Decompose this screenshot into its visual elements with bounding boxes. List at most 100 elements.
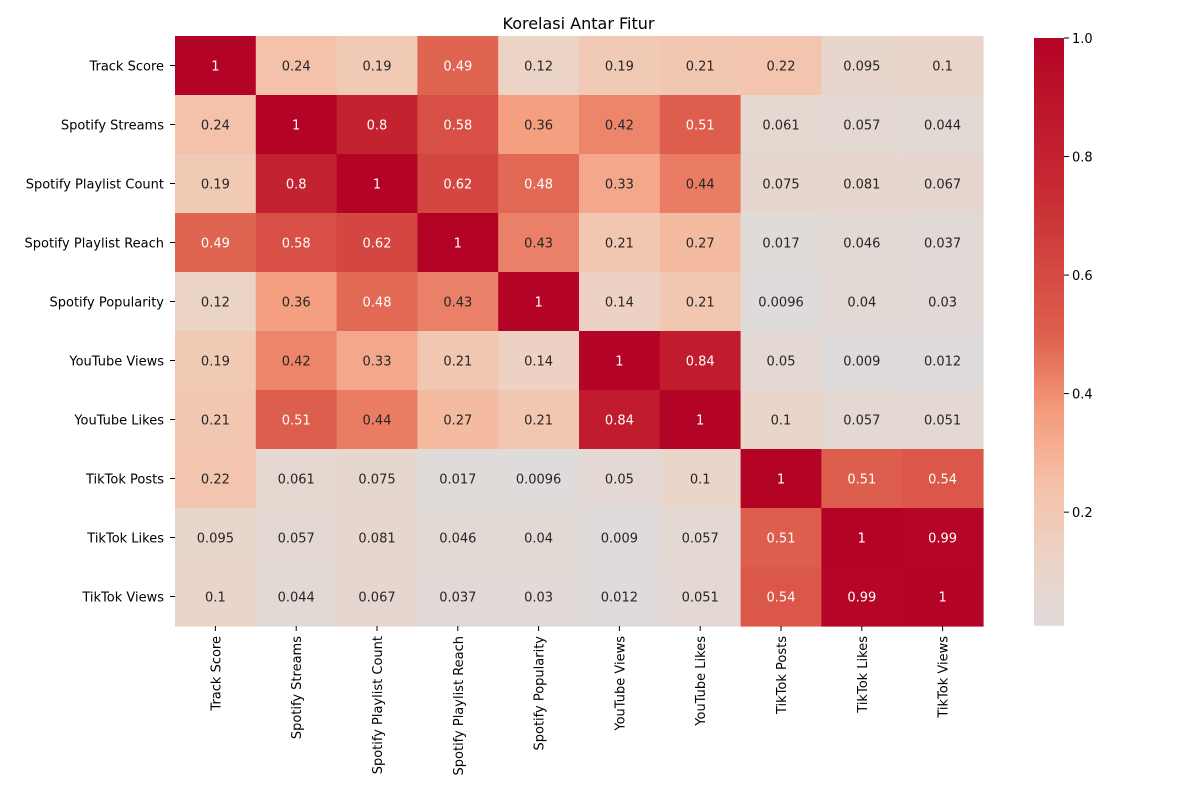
cell-value-label: 0.54 [767,591,796,606]
colorbar-segment [1034,91,1064,98]
heatmap-cell [902,95,984,155]
cell-value-label: 0.43 [524,237,553,252]
colorbar-segment [1034,194,1064,201]
cell-value-label: 0.057 [278,532,315,547]
cell-value-label: 0.057 [843,414,880,429]
heatmap-cell [740,508,822,568]
cell-value-label: 0.067 [358,591,395,606]
cell-value-label: 0.081 [358,532,395,547]
cell-value-label: 0.061 [762,119,799,134]
colorbar-segment [1034,532,1064,538]
heatmap-cell [417,36,499,96]
colorbar-segment [1034,135,1064,142]
heatmap-cell [336,331,418,391]
heatmap-cell [417,272,499,332]
heatmap-cell [175,567,257,627]
colorbar-tick-label: 0.6 [1072,269,1093,284]
cell-value-label: 0.067 [924,178,961,193]
heatmap-cell [902,213,984,273]
heatmap-cell [740,95,822,155]
heatmap-cell [336,449,418,509]
colorbar-segment [1034,580,1064,587]
heatmap-cell [498,508,580,568]
colorbar-segment [1034,160,1064,166]
cell-value-label: 0.081 [843,178,880,193]
colorbar-segment [1034,399,1064,406]
cell-value-label: 0.057 [843,119,880,134]
heatmap-cell [336,272,418,332]
colorbar-segment [1034,96,1064,103]
colorbar-segment [1034,47,1064,54]
heatmap-cell [579,213,661,273]
colorbar-segment [1034,52,1064,59]
heatmap-cell [659,390,742,450]
heatmap-cell [336,95,418,155]
cell-value-label: 1 [938,591,946,606]
cell-value-label: 0.04 [847,296,876,311]
cell-value-label: 0.62 [363,237,392,252]
colorbar-segment [1034,434,1064,440]
heatmap-cell [498,449,580,509]
heatmap-cell [255,331,338,391]
cell-value-label: 0.27 [686,237,715,252]
colorbar-segment [1034,38,1064,44]
colorbar-segment [1034,370,1064,377]
cell-value-label: 0.21 [524,414,553,429]
colorbar-segment [1034,287,1064,294]
heatmap-cell [579,390,661,450]
cell-value-label: 0.12 [524,60,553,75]
heatmap-cell [175,36,257,96]
y-tick-label: Spotify Popularity [50,296,165,311]
heatmap-cell [255,272,338,332]
colorbar-segment [1034,209,1064,215]
colorbar-segment [1034,395,1064,401]
heatmap-cell [175,390,257,450]
heatmap-cell [498,95,580,155]
x-tick-label: Spotify Streams [290,636,305,739]
heatmap-cell [417,154,499,214]
cell-value-label: 1 [454,237,462,252]
colorbar-segment [1034,478,1064,484]
heatmap-cell [821,213,903,273]
colorbar-segment [1034,86,1064,93]
heatmap-cell [417,508,499,568]
heatmap-cell [255,154,338,214]
heatmap-cell [336,36,418,96]
y-axis: Track Score Spotify Streams Spotify Playli… [25,60,175,606]
cell-value-label: 0.057 [682,532,719,547]
cell-value-label: 0.1 [932,60,953,75]
heatmap-cell [740,213,822,273]
colorbar-segment [1034,165,1064,171]
heatmap-cell [175,449,257,509]
heatmap-cell [255,36,338,96]
cell-value-label: 0.33 [605,178,634,193]
cell-value-label: 0.037 [924,237,961,252]
heatmap-cell [659,154,742,214]
cell-value-label: 0.095 [843,60,880,75]
cell-value-label: 0.44 [363,414,392,429]
colorbar-segment [1034,497,1064,504]
cell-value-label: 0.05 [605,473,634,488]
colorbar-segment [1034,444,1064,450]
colorbar-segment [1034,189,1064,196]
heatmap-cell [659,95,742,155]
cell-value-label: 1 [373,178,381,193]
cell-value-label: 0.51 [282,414,311,429]
cell-value-label: 0.24 [282,60,311,75]
heatmap-cell [740,331,822,391]
cell-value-label: 0.1 [205,591,226,606]
colorbar-segment [1034,468,1064,475]
colorbar-segment [1034,556,1064,563]
cell-value-label: 0.21 [686,60,715,75]
y-tick-label: YouTube Likes [73,414,164,429]
colorbar-segment [1034,62,1064,69]
cell-value-label: 0.051 [924,414,961,429]
cell-value-label: 0.99 [847,591,876,606]
heatmap-cell [175,508,257,568]
colorbar-segment [1034,458,1064,465]
cell-value-label: 0.54 [928,473,957,488]
colorbar-segment [1034,566,1064,572]
heatmap-cell [821,508,903,568]
heatmap-cell [902,272,984,332]
